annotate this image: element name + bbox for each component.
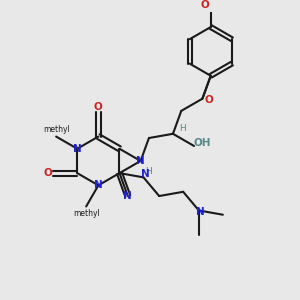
Text: methyl: methyl	[73, 209, 100, 218]
Text: O: O	[43, 168, 52, 178]
Text: N: N	[196, 207, 205, 217]
Text: N: N	[73, 144, 82, 154]
Text: N: N	[123, 191, 132, 201]
Text: methyl: methyl	[43, 125, 70, 134]
Text: H: H	[180, 124, 186, 133]
Text: H: H	[145, 167, 152, 176]
Text: O: O	[200, 0, 209, 10]
Text: N: N	[94, 180, 103, 190]
Text: O: O	[204, 95, 213, 105]
Text: OH: OH	[194, 138, 212, 148]
Text: N: N	[141, 169, 149, 179]
Text: O: O	[94, 102, 103, 112]
Text: N: N	[136, 156, 145, 166]
